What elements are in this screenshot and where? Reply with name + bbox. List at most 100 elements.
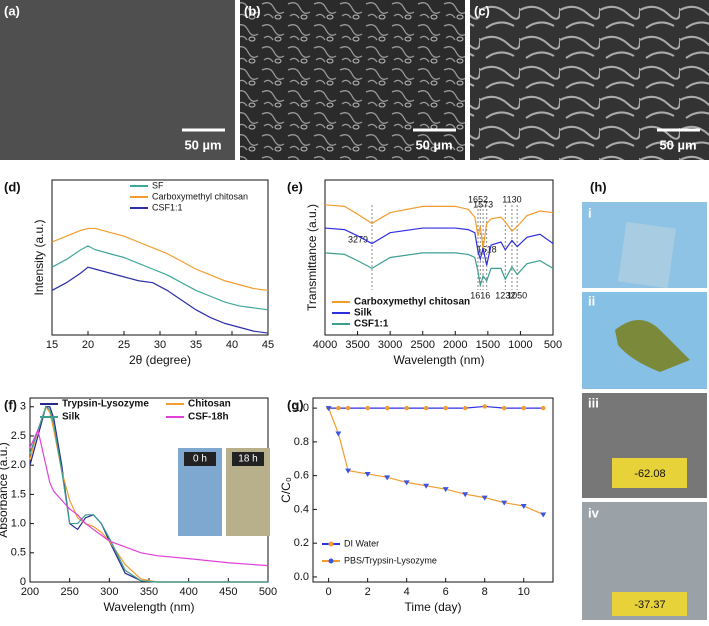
x-tick-label: 15	[46, 339, 58, 351]
film	[615, 320, 690, 372]
marker	[520, 504, 527, 510]
scale-label: 50 µm	[184, 137, 221, 152]
sem-image	[240, 0, 465, 160]
series-line	[51, 227, 269, 292]
photo-label: ii	[588, 293, 595, 308]
series-line	[51, 266, 269, 334]
panel-label: (c)	[474, 3, 490, 18]
marker	[540, 512, 547, 518]
marker	[443, 405, 448, 411]
x-tick-label: 3000	[378, 339, 402, 351]
legend-label: CSF1:1	[152, 202, 183, 212]
x-axis-label: Wavelength (nm)	[104, 600, 195, 614]
marker	[345, 468, 352, 474]
x-tick-label: 10	[518, 586, 530, 598]
panel-label: (d)	[4, 179, 21, 194]
sem-image	[470, 0, 709, 160]
x-tick-label: 4000	[313, 339, 337, 351]
inset-label: 18 h	[238, 454, 257, 465]
legend-marker	[328, 541, 334, 547]
legend-label: Silk	[62, 412, 80, 423]
y-axis-label: Intensity (a.u.)	[32, 219, 46, 295]
x-tick-label: 40	[226, 339, 238, 351]
panel-label: (b)	[244, 3, 261, 18]
plot-frame	[312, 397, 554, 583]
scale-label: 50 µm	[659, 137, 696, 152]
x-tick-label: 2500	[410, 339, 434, 351]
legend-label: Silk	[354, 308, 372, 319]
panel-label: (a)	[4, 3, 20, 18]
photo-label: i	[588, 205, 592, 220]
x-tick-label: 25	[118, 339, 130, 351]
y-tick-label: 0.5	[11, 547, 26, 559]
x-tick-label: 4	[404, 586, 410, 598]
photo-label: iv	[588, 505, 600, 520]
x-tick-label: 0	[326, 586, 332, 598]
plot-frame	[324, 179, 554, 336]
marker	[365, 405, 370, 411]
y-axis-label: C/C₀	[279, 477, 293, 503]
marker	[501, 500, 508, 506]
marker	[541, 405, 546, 411]
marker	[345, 405, 351, 411]
series-line	[328, 405, 544, 409]
annotation: 1652	[468, 194, 488, 204]
y-axis-label: Absorbance (a.u.)	[0, 442, 10, 537]
x-tick-label: 250	[60, 586, 78, 598]
annotation: 1518	[477, 244, 497, 254]
annotation: 1573	[473, 199, 493, 209]
x-axis-label: Wavelength (nm)	[394, 353, 485, 367]
reading: -37.37	[634, 599, 665, 611]
inset-tag	[184, 452, 216, 466]
x-tick-label: 300	[100, 586, 118, 598]
x-axis-label: 2θ (degree)	[129, 353, 191, 367]
panel-label: (e)	[287, 179, 303, 194]
x-tick-label: 2000	[443, 339, 467, 351]
panel-label: (h)	[590, 179, 607, 194]
series-line	[29, 405, 268, 583]
marker	[502, 405, 507, 411]
inset-tag	[232, 452, 264, 466]
photo-label: iii	[588, 395, 599, 410]
display	[612, 592, 687, 616]
series-line	[324, 204, 554, 249]
marker	[335, 431, 342, 437]
x-tick-label: 20	[82, 339, 94, 351]
x-tick-label: 350	[140, 586, 158, 598]
legend-label: Trypsin-Lysozyme	[62, 399, 149, 410]
y-tick-label: 1.0	[11, 517, 26, 529]
marker	[423, 405, 429, 411]
series-line	[29, 428, 269, 567]
series-line	[324, 252, 554, 286]
marker	[404, 405, 409, 411]
marker	[364, 471, 371, 477]
annotation: 3279	[348, 234, 368, 244]
x-tick-label: 30	[154, 339, 166, 351]
y-tick-label: 0.4	[294, 503, 309, 515]
x-tick-label: 1000	[508, 339, 532, 351]
series-line	[328, 407, 544, 516]
annotation: 1616	[470, 290, 490, 300]
reading: -62.08	[634, 468, 665, 480]
marker	[423, 483, 430, 489]
x-tick-label: 200	[21, 586, 39, 598]
y-tick-label: 2.5	[11, 430, 26, 442]
legend-label: CSF1:1	[354, 319, 389, 330]
marker	[325, 406, 332, 412]
display	[612, 458, 687, 488]
annotation: 1130	[502, 194, 521, 204]
panel-label: (f)	[4, 397, 17, 412]
legend-label: DI Water	[344, 538, 379, 548]
legend-label: Chitosan	[188, 399, 231, 410]
x-tick-label: 35	[190, 339, 202, 351]
legend-label: SF	[152, 180, 164, 190]
inset-label: 0 h	[193, 454, 207, 465]
marker	[384, 475, 391, 481]
x-tick-label: 500	[259, 586, 277, 598]
marker	[403, 480, 410, 486]
series-line	[51, 245, 269, 311]
x-tick-label: 3500	[345, 339, 369, 351]
marker	[481, 495, 488, 501]
x-tick-label: 400	[179, 586, 197, 598]
